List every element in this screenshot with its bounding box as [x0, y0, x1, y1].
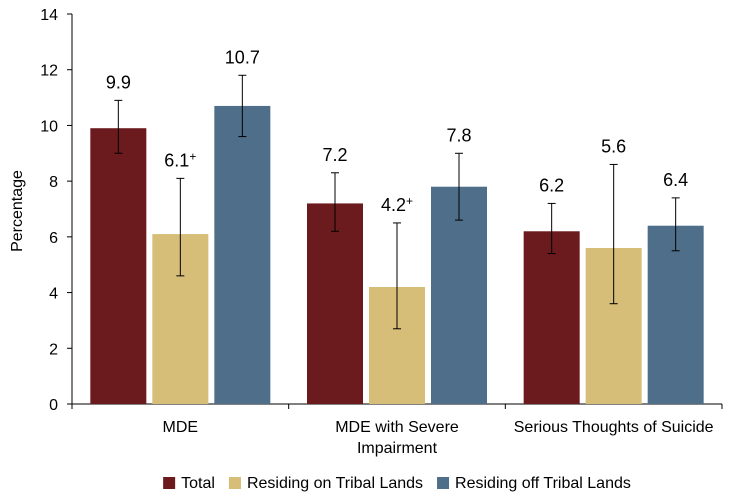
data-label: 9.9 — [106, 72, 131, 92]
data-labels-group: 9.9 6.1+ 10.7 7.2 4.2+ 7.8 6.2 5.6 6.4 — [106, 47, 688, 215]
category-label: Impairment — [357, 440, 438, 457]
category-labels-group: MDE MDE with Severe Impairment Serious Thou… — [163, 419, 714, 457]
error-bars-group — [114, 74, 680, 330]
bar — [523, 231, 580, 404]
legend-item: Residing off Tribal Lands — [437, 475, 631, 492]
bar — [431, 186, 487, 404]
data-label: 6.2 — [539, 175, 564, 195]
data-label: 4.2+ — [381, 194, 413, 215]
bar — [647, 225, 704, 404]
y-tick-label: 0 — [49, 397, 58, 414]
category-label: MDE with Severe — [335, 419, 459, 436]
data-label: 10.7 — [225, 47, 260, 67]
legend-label: Total — [181, 475, 215, 492]
category-label: MDE — [163, 419, 199, 436]
legend-item: Residing on Tribal Lands — [228, 475, 423, 492]
bar — [307, 203, 363, 404]
legend-label: Residing on Tribal Lands — [247, 475, 423, 492]
y-tick-label: 2 — [49, 341, 58, 358]
y-tick-label: 14 — [40, 7, 58, 24]
y-axis-label: Percentage — [9, 170, 26, 252]
data-label: 6.4 — [663, 170, 688, 190]
bars-group — [90, 105, 704, 404]
y-tick-label: 10 — [40, 118, 58, 135]
y-tick-label: 6 — [49, 230, 58, 247]
data-label: 6.1+ — [164, 149, 196, 170]
data-label-superscript: + — [189, 149, 196, 163]
data-label: 5.6 — [601, 136, 626, 156]
legend-item: Total — [163, 475, 215, 492]
legend-swatch — [228, 477, 241, 489]
data-label: 7.8 — [446, 125, 471, 145]
bar — [214, 105, 271, 404]
bar — [90, 128, 147, 404]
y-tick-label: 12 — [40, 63, 58, 80]
legend-swatch — [163, 477, 176, 489]
data-label-superscript: + — [406, 194, 413, 208]
category-label: Serious Thoughts of Suicide — [514, 419, 714, 436]
legend-swatch — [437, 477, 450, 489]
y-tick-label: 4 — [49, 286, 58, 303]
y-tick-label: 8 — [49, 174, 58, 191]
data-label: 7.2 — [322, 145, 347, 165]
legend: Total Residing on Tribal Lands Residing of… — [163, 475, 631, 492]
legend-label: Residing off Tribal Lands — [455, 475, 631, 492]
